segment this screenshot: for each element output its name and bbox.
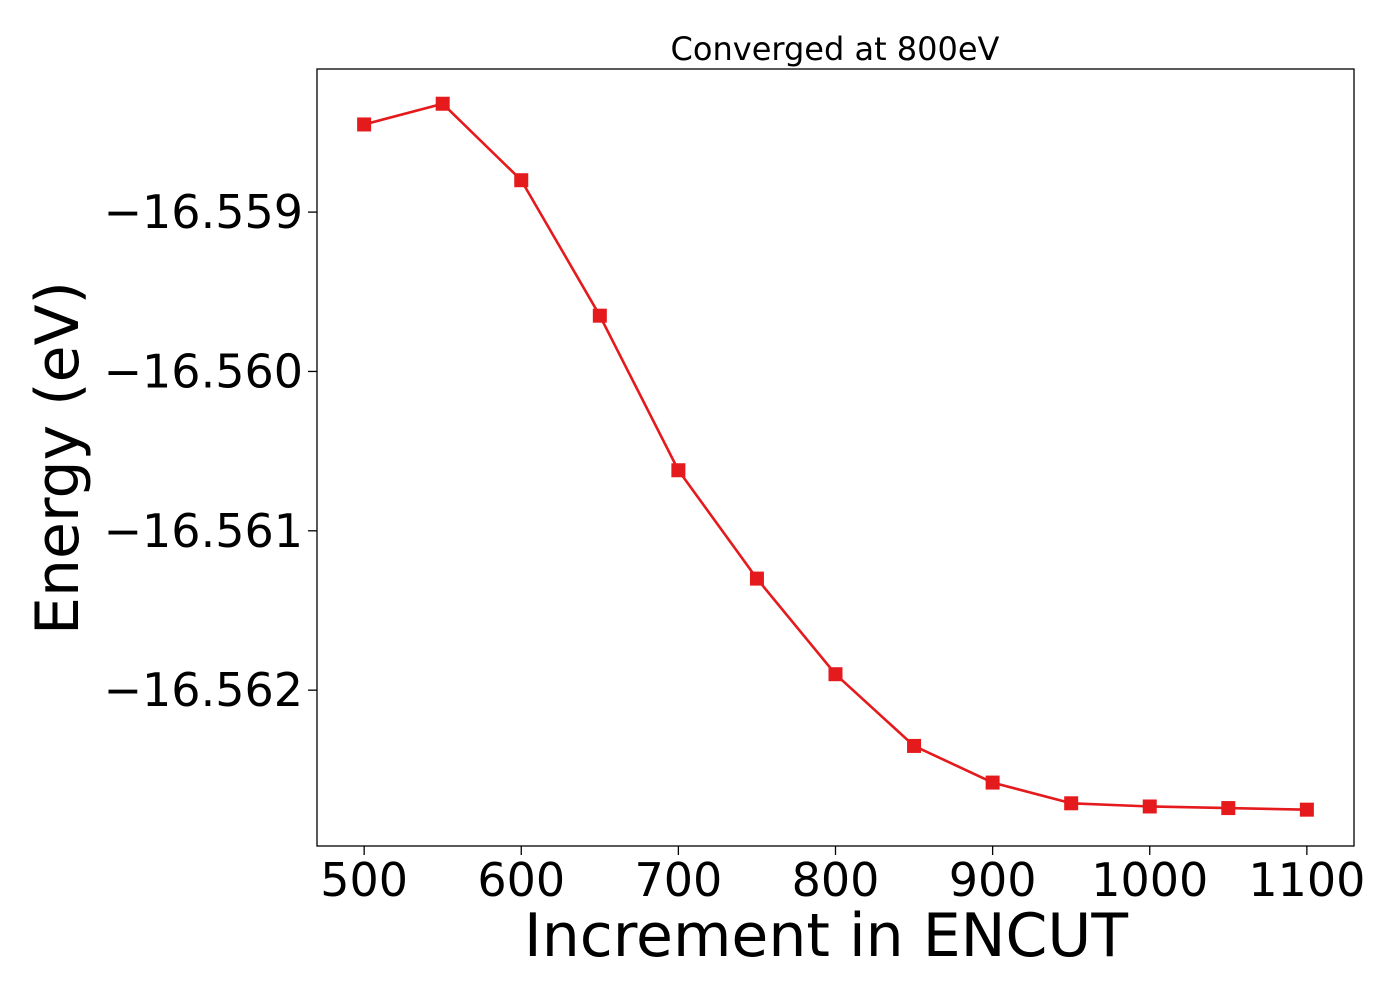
data-point-marker (828, 667, 843, 682)
data-point-marker (907, 738, 922, 753)
x-tick-label: 500 (320, 853, 408, 907)
data-point-marker (514, 173, 529, 188)
y-tick-label: −16.561 (104, 504, 304, 558)
y-tick-label: −16.559 (104, 185, 304, 239)
data-point-marker (985, 775, 1000, 790)
data-point-marker (592, 308, 607, 323)
plot-area (316, 68, 1355, 847)
x-tick-label: 900 (949, 853, 1037, 907)
data-point-marker (671, 463, 686, 478)
data-point-marker (1142, 799, 1157, 814)
data-point-marker (1299, 802, 1314, 817)
x-tick-label: 1000 (1091, 853, 1208, 907)
x-tick-label: 600 (477, 853, 565, 907)
x-axis-title: Increment in ENCUT (524, 901, 1128, 971)
x-tick-label: 800 (792, 853, 880, 907)
data-point-marker (357, 117, 372, 132)
y-axis-ticks: −16.559 −16.560 −16.561 −16.562 (104, 185, 317, 717)
data-point-marker (1064, 796, 1079, 811)
data-point-marker (1221, 801, 1236, 816)
series-layer (357, 96, 1314, 817)
data-point-marker (749, 571, 764, 586)
chart-title: Converged at 800eV (671, 30, 1000, 68)
y-axis-title: Energy (eV) (23, 281, 93, 635)
x-tick-label: 1100 (1248, 853, 1365, 907)
x-axis-ticks: 500 600 700 800 900 1000 1100 (320, 846, 1365, 907)
y-tick-label: −16.562 (104, 663, 304, 717)
data-point-marker (435, 96, 450, 111)
x-tick-label: 700 (634, 853, 722, 907)
y-tick-label: −16.560 (104, 344, 304, 398)
